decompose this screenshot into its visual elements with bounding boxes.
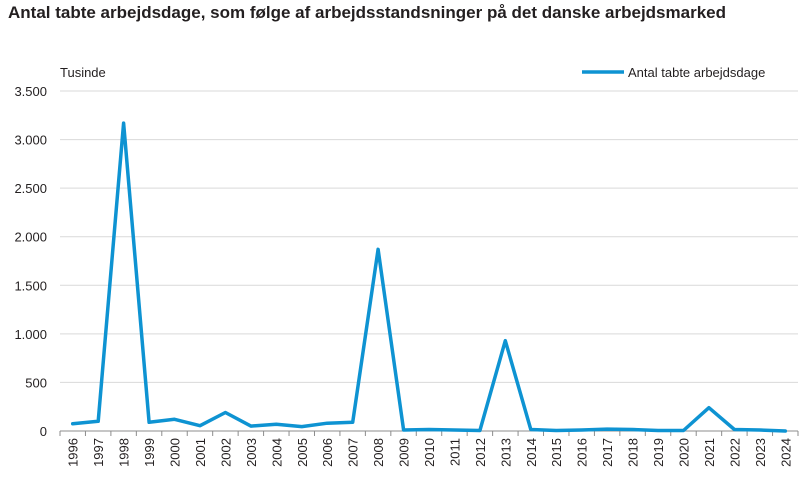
x-tick-label: 2011 bbox=[447, 438, 462, 466]
unit-label: Tusinde bbox=[60, 65, 106, 80]
x-tick-label: 2023 bbox=[753, 438, 768, 467]
x-tick-label: 2005 bbox=[295, 438, 310, 467]
x-tick-label: 2002 bbox=[218, 438, 233, 467]
chart-title: Antal tabte arbejdsdage, som følge af ar… bbox=[8, 3, 726, 22]
y-tick-label: 3.000 bbox=[14, 133, 47, 148]
x-tick-label: 2020 bbox=[676, 438, 691, 467]
x-axis-ticks: 1996 1997 1998 1999 2000 2001 2002 2003 2004 2005… bbox=[66, 438, 794, 467]
y-tick-label: 2.000 bbox=[14, 230, 47, 245]
y-tick-label: 1.000 bbox=[14, 327, 47, 342]
x-tick-label: 2007 bbox=[346, 438, 361, 467]
x-tick-label: 2018 bbox=[626, 438, 641, 467]
x-tick-label: 2012 bbox=[473, 438, 488, 467]
x-tick-label: 2001 bbox=[193, 438, 208, 467]
legend-label: Antal tabte arbejdsdage bbox=[628, 65, 765, 80]
y-tick-label: 1.500 bbox=[14, 278, 47, 293]
x-tick-label: 2006 bbox=[320, 438, 335, 467]
x-tick-label: 2015 bbox=[549, 438, 564, 467]
gridlines bbox=[60, 90, 798, 383]
y-axis-ticks: 0 500 1.000 1.500 2.000 2.500 3.000 3.500 bbox=[14, 84, 47, 439]
series-line bbox=[70, 121, 788, 433]
x-tick-label: 2003 bbox=[244, 438, 259, 467]
x-tick-label: 1999 bbox=[142, 438, 157, 467]
y-tick-label: 0 bbox=[40, 424, 47, 439]
x-tick-label: 2016 bbox=[575, 438, 590, 467]
series-group bbox=[70, 121, 788, 433]
x-tick-label: 2013 bbox=[498, 438, 513, 467]
x-tick-label: 2017 bbox=[600, 438, 615, 467]
legend: Antal tabte arbejdsdage bbox=[582, 65, 765, 80]
x-tick-label: 1997 bbox=[91, 438, 106, 467]
x-tick-label: 2010 bbox=[422, 438, 437, 467]
x-tick-label: 2008 bbox=[371, 438, 386, 467]
x-tick-label: 2022 bbox=[727, 438, 742, 467]
y-tick-label: 500 bbox=[25, 375, 47, 390]
x-axis bbox=[59, 430, 799, 436]
y-tick-label: 2.500 bbox=[14, 181, 47, 196]
x-tick-label: 2000 bbox=[168, 438, 183, 467]
x-tick-label: 2019 bbox=[651, 438, 666, 467]
x-tick-label: 2024 bbox=[778, 438, 793, 467]
x-tick-label: 2004 bbox=[269, 438, 284, 467]
x-tick-label: 2009 bbox=[397, 438, 412, 467]
x-tick-label: 1996 bbox=[66, 438, 81, 467]
y-tick-label: 3.500 bbox=[14, 84, 47, 99]
x-tick-label: 2021 bbox=[702, 438, 717, 467]
x-tick-label: 2014 bbox=[524, 438, 539, 467]
x-tick-label: 1998 bbox=[117, 438, 132, 467]
